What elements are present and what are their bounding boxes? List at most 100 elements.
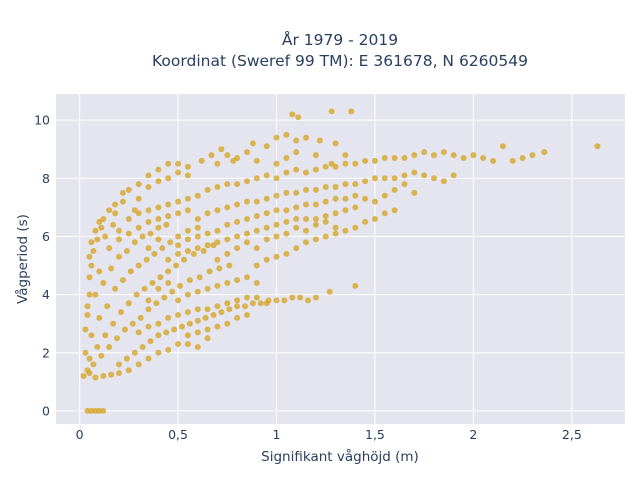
data-point [283, 189, 290, 196]
data-point [244, 230, 250, 237]
data-point [303, 134, 309, 141]
data-point [100, 216, 107, 222]
data-point [411, 189, 418, 196]
data-point [322, 163, 329, 170]
data-point [145, 306, 152, 313]
data-point [175, 160, 182, 167]
data-point [234, 245, 241, 252]
data-point [263, 236, 270, 243]
data-point [102, 332, 109, 339]
data-point [108, 371, 115, 378]
data-point [362, 178, 369, 185]
data-point [283, 250, 290, 257]
data-point [175, 210, 182, 217]
y-tick-label: 10 [34, 113, 50, 128]
data-point [283, 155, 290, 161]
data-point [123, 355, 130, 362]
data-point [244, 198, 250, 205]
data-point [362, 195, 369, 202]
data-point [165, 160, 172, 167]
data-point [224, 152, 231, 159]
data-point [169, 288, 176, 295]
data-point [381, 192, 388, 199]
data-point [322, 233, 329, 240]
data-point [84, 303, 91, 310]
data-point [283, 218, 290, 225]
data-point [480, 155, 487, 161]
data-point [594, 143, 601, 150]
grid-lines [56, 94, 625, 424]
data-point [263, 195, 270, 202]
data-point [96, 314, 103, 321]
data-point [283, 230, 290, 237]
data-point [131, 239, 138, 246]
data-point [155, 204, 162, 211]
data-point [125, 230, 132, 237]
data-point [151, 250, 158, 257]
data-point [121, 326, 128, 333]
data-point [204, 335, 211, 342]
data-point [100, 407, 107, 414]
data-point [214, 282, 221, 289]
x-tick-label: 1,5 [365, 427, 385, 442]
data-point [328, 160, 335, 167]
data-point [145, 297, 152, 304]
data-point [244, 239, 250, 246]
data-point [116, 361, 122, 368]
data-point [145, 184, 152, 190]
data-point [139, 344, 146, 350]
data-point [84, 367, 91, 374]
data-point [263, 224, 270, 231]
data-point [112, 201, 119, 208]
data-point [155, 216, 162, 222]
data-point [218, 309, 225, 316]
data-point [242, 303, 248, 310]
data-point [348, 108, 355, 115]
data-point [204, 210, 211, 217]
data-point [204, 306, 211, 313]
data-point [194, 288, 201, 295]
data-point [92, 227, 99, 234]
data-point [86, 253, 93, 260]
data-point [295, 114, 302, 121]
data-point [86, 291, 93, 298]
data-point [127, 268, 134, 275]
data-point [147, 230, 154, 237]
data-point [161, 294, 168, 301]
data-point [332, 210, 339, 217]
data-point [244, 216, 250, 222]
data-point [94, 344, 101, 350]
data-point [224, 236, 231, 243]
data-point [303, 169, 309, 176]
data-point [194, 192, 201, 199]
data-point [184, 236, 191, 243]
data-point [332, 230, 339, 237]
data-point [149, 280, 156, 286]
data-point [342, 181, 349, 188]
data-point [450, 152, 457, 159]
data-point [312, 236, 319, 243]
data-point [322, 198, 329, 205]
data-point [123, 248, 130, 254]
data-point [190, 250, 197, 257]
data-point [214, 323, 221, 330]
data-point [112, 210, 119, 217]
data-point [273, 134, 280, 141]
data-point [352, 181, 359, 188]
data-point [263, 300, 270, 307]
data-point [171, 326, 178, 333]
data-point [273, 233, 280, 240]
data-point [125, 216, 132, 222]
data-point [204, 186, 211, 193]
data-point [352, 192, 359, 199]
data-point [159, 245, 166, 252]
data-point [322, 184, 329, 190]
data-point [391, 207, 398, 214]
data-point [224, 320, 231, 327]
data-point [401, 172, 408, 179]
y-tick-label: 8 [42, 171, 50, 186]
data-point [135, 262, 142, 269]
data-point [179, 323, 185, 330]
data-point [342, 207, 349, 214]
data-point [82, 326, 89, 333]
